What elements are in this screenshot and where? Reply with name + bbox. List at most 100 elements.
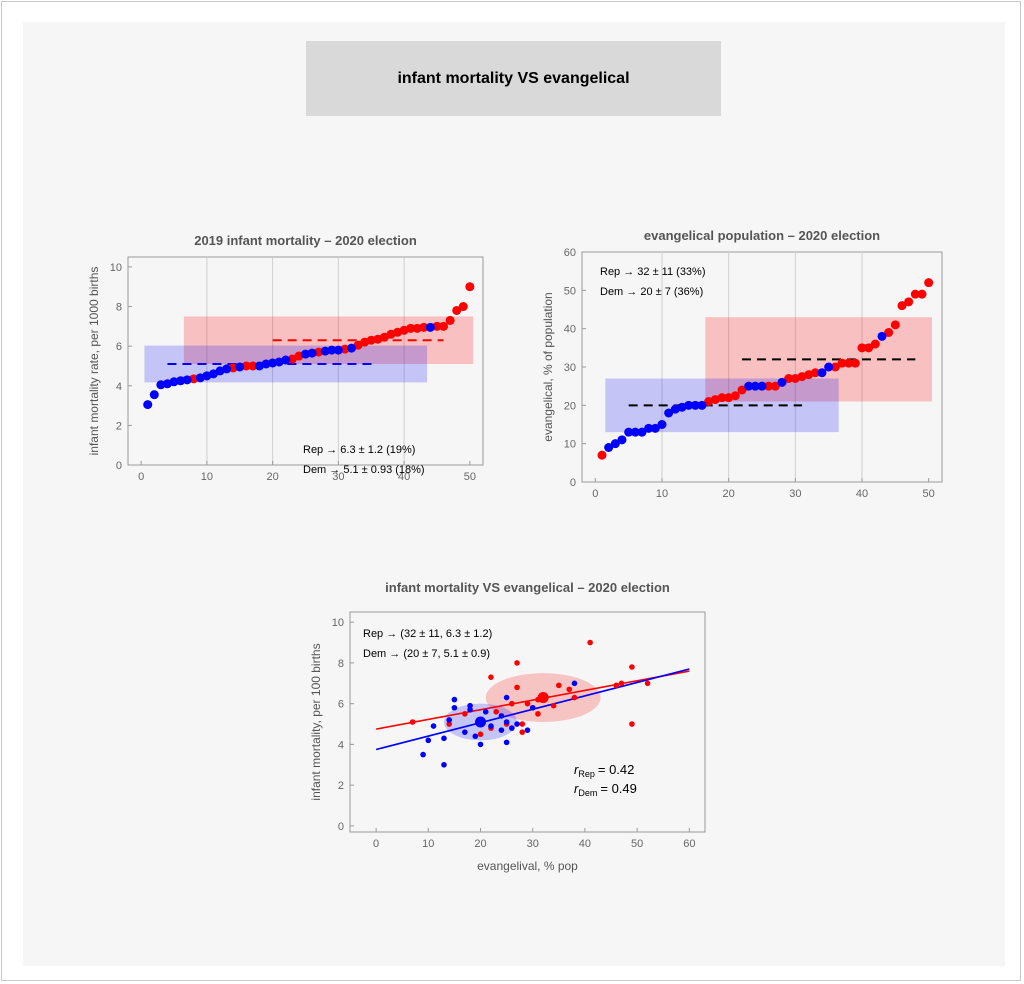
x-tick-label: 30 xyxy=(527,838,539,850)
chart-title: 2019 infant mortality – 2020 election xyxy=(194,233,417,248)
y-axis-label: evangelical, % of population xyxy=(541,292,555,441)
dem-centroid xyxy=(475,716,487,728)
rep-point xyxy=(830,362,840,372)
dem-point xyxy=(430,723,437,729)
stats-annotation: Dem → 5.1 ± 0.93 (18%) xyxy=(303,464,425,476)
y-tick-label: 10 xyxy=(564,439,576,451)
rep-point xyxy=(587,639,593,646)
infant-mortality-chart: 0 10 20 30 40 50 0 2 4 6 8 10 2019 infant mortality … xyxy=(87,233,484,483)
correlation-value: = 0.42 xyxy=(598,762,635,777)
dem-point xyxy=(604,443,614,452)
dem-point xyxy=(307,348,317,358)
dem-point xyxy=(156,380,166,390)
dem-point xyxy=(467,706,473,713)
rep-centroid xyxy=(537,692,549,704)
dem-point xyxy=(472,733,479,740)
rep-point xyxy=(519,721,526,727)
dem-point xyxy=(425,322,435,332)
stats-annotation: Dem → (20 ± 7, 5.1 ± 0.9) xyxy=(363,648,490,660)
rep-point xyxy=(228,363,238,373)
y-tick-label: 2 xyxy=(338,780,344,792)
y-tick-label: 2 xyxy=(116,420,122,432)
y-tick-label: 30 xyxy=(564,362,576,374)
dem-point xyxy=(261,359,271,369)
rep-point xyxy=(535,711,541,717)
rep-point xyxy=(644,680,651,687)
rep-point xyxy=(870,339,880,349)
rep-point xyxy=(864,343,874,353)
rep-point xyxy=(439,321,449,331)
dem-point xyxy=(222,364,232,374)
rep-point xyxy=(509,700,515,707)
dem-point xyxy=(514,721,520,727)
dem-point xyxy=(624,427,634,437)
dem-point xyxy=(817,368,827,378)
rep-fit-line xyxy=(375,670,690,730)
x-tick-label: 40 xyxy=(579,838,591,850)
rep-point xyxy=(524,700,531,707)
dem-point xyxy=(571,680,578,687)
rep-point xyxy=(462,711,468,717)
dem-point xyxy=(268,358,278,368)
x-tick-label: 60 xyxy=(683,838,695,850)
correlation-subscript: Dem xyxy=(578,788,597,798)
plot-frame xyxy=(349,611,706,833)
dem-point xyxy=(750,381,760,391)
dem-point xyxy=(503,719,510,725)
rep-point xyxy=(810,368,820,378)
correlation-symbol: r xyxy=(574,781,579,796)
dem-point xyxy=(441,735,447,742)
dem-point xyxy=(488,723,494,729)
dem-point xyxy=(301,349,310,359)
y-tick-label: 60 xyxy=(564,247,576,259)
rep-point xyxy=(629,664,635,670)
stats-annotation: Rep → (32 ± 11, 6.3 ± 1.2) xyxy=(363,628,492,640)
mortality-vs-evangelical-chart: 0 10 20 30 40 50 60 0 2 4 6 8 10 infant mortality VS … xyxy=(309,580,706,873)
stats-annotation: Rep → 6.3 ± 1.2 (19%) xyxy=(303,444,415,456)
dem-point xyxy=(320,346,330,356)
y-tick-label: 4 xyxy=(116,381,122,393)
rep-point xyxy=(241,361,251,371)
rep-point xyxy=(571,694,578,701)
y-tick-label: 0 xyxy=(116,460,122,472)
rep-point xyxy=(514,684,520,691)
dem-point xyxy=(690,400,700,410)
y-tick-label: 4 xyxy=(338,739,344,751)
rep-point xyxy=(904,297,914,307)
x-tick-label: 10 xyxy=(656,488,668,500)
rep-point xyxy=(445,315,455,325)
dem-point xyxy=(420,751,426,758)
x-tick-label: 20 xyxy=(267,471,279,483)
y-tick-label: 6 xyxy=(338,699,344,711)
x-tick-label: 30 xyxy=(789,488,801,500)
dem-point xyxy=(347,343,357,353)
rep-point xyxy=(844,358,854,368)
x-tick-label: 40 xyxy=(856,488,868,500)
x-tick-label: 30 xyxy=(332,471,344,483)
dem-point xyxy=(143,400,153,410)
x-tick-label: 0 xyxy=(373,838,379,850)
dem-point xyxy=(824,362,834,372)
x-tick-label: 10 xyxy=(201,471,213,483)
y-tick-label: 40 xyxy=(564,324,576,336)
dem-point xyxy=(477,741,484,748)
plot-frame xyxy=(581,251,943,483)
y-tick-label: 20 xyxy=(564,400,576,412)
rep-point xyxy=(409,719,416,725)
rep-point xyxy=(340,344,350,354)
y-tick-label: 10 xyxy=(110,262,122,274)
rep-point xyxy=(446,721,452,727)
dem-point xyxy=(744,381,754,391)
rep-point xyxy=(764,381,774,391)
rep-point xyxy=(784,374,794,383)
rep-point xyxy=(314,347,324,357)
y-tick-label: 8 xyxy=(116,302,122,314)
dem-point xyxy=(333,345,343,355)
y-tick-label: 10 xyxy=(332,617,344,629)
stats-annotation: Dem → 20 ± 7 (36%) xyxy=(600,286,703,298)
x-tick-label: 40 xyxy=(398,471,410,483)
rep-point xyxy=(550,702,557,709)
dem-point xyxy=(482,709,489,715)
y-tick-label: 8 xyxy=(338,658,344,670)
